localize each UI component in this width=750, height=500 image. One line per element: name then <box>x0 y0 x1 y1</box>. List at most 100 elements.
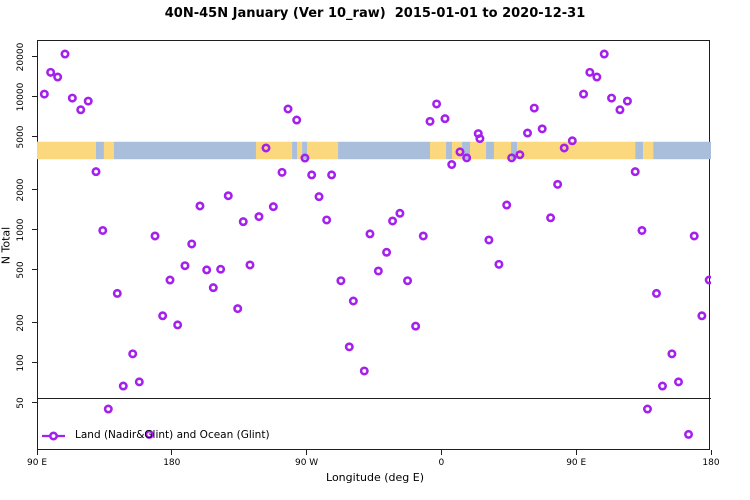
scatter-point <box>245 260 255 270</box>
x-tick-mark <box>171 450 173 455</box>
scatter-point <box>118 381 128 391</box>
plot-border <box>37 40 710 450</box>
scatter-point <box>418 231 428 241</box>
scatter-point <box>359 366 369 376</box>
map-band-land-segment <box>297 141 303 160</box>
plot-canvas <box>37 49 711 441</box>
x-tick-mark <box>36 450 38 455</box>
scatter-point <box>484 235 494 245</box>
scatter-point <box>585 67 595 77</box>
y-tick-label: 100 <box>16 354 26 372</box>
scatter-point <box>697 311 707 321</box>
scatter-point <box>507 153 517 163</box>
x-tick-mark <box>710 450 712 455</box>
scatter-point <box>223 191 233 201</box>
scatter-point <box>307 170 317 180</box>
map-band-ocean-segment <box>462 141 471 160</box>
scatter-point <box>53 72 63 82</box>
scatter-point <box>494 259 504 269</box>
scatter-point <box>300 153 310 163</box>
scatter-point <box>322 215 332 225</box>
scatter-point <box>128 349 138 359</box>
y-tick-label: 1000 <box>16 218 26 242</box>
x-tick-label: 90 E <box>27 458 47 468</box>
map-band-land-segment <box>470 141 487 160</box>
scatter-point <box>559 143 569 153</box>
legend-label: Land (Nadir&Glint) and Ocean (Glint) <box>75 429 270 441</box>
x-axis-label: Longitude (deg E) <box>326 471 424 484</box>
scatter-point <box>515 150 525 160</box>
scatter-point <box>579 89 589 99</box>
x-tick-label: 90 W <box>294 458 319 468</box>
scatter-point <box>195 201 205 211</box>
map-band-land-segment <box>493 141 512 160</box>
scatter-point <box>529 103 539 113</box>
scatter-point <box>277 167 287 177</box>
map-band-ocean-segment <box>96 141 104 160</box>
scatter-point <box>208 283 218 293</box>
map-band-ocean-segment <box>338 141 431 160</box>
scatter-point <box>455 147 465 157</box>
y-tick-mark <box>32 362 37 364</box>
y-tick-label: 500 <box>16 261 26 279</box>
scatter-point <box>112 288 122 298</box>
map-band-ocean-segment <box>486 141 494 160</box>
scatter-point <box>165 275 175 285</box>
y-tick-label: 2000 <box>16 178 26 202</box>
y-tick-label: 10000 <box>16 82 26 112</box>
y-tick-label: 200 <box>16 314 26 332</box>
y-tick-label: 5000 <box>16 125 26 149</box>
y-tick-mark <box>32 229 37 231</box>
map-band-land-segment <box>37 141 97 160</box>
scatter-point <box>327 170 337 180</box>
map-band-ocean-segment <box>653 141 711 160</box>
scatter-point <box>537 124 547 134</box>
map-band-land-segment <box>643 141 654 160</box>
scatter-point <box>187 239 197 249</box>
scatter-point <box>373 266 383 276</box>
scatter-point <box>622 96 632 106</box>
scatter-point <box>254 212 264 222</box>
scatter-point <box>599 49 609 59</box>
scatter-point <box>592 72 602 82</box>
y-tick-mark <box>32 136 37 138</box>
scatter-point <box>292 115 302 125</box>
x-tick-mark <box>440 450 442 455</box>
scatter-point <box>365 229 375 239</box>
scatter-point <box>158 311 168 321</box>
scatter-point <box>283 104 293 114</box>
y-tick-label: 50 <box>16 397 26 409</box>
y-axis-label: N Total <box>0 226 13 265</box>
scatter-point <box>630 167 640 177</box>
scatter-point <box>67 93 77 103</box>
scatter-point <box>39 89 49 99</box>
scatter-point <box>238 217 248 227</box>
y-tick-mark <box>32 56 37 58</box>
map-band-land-segment <box>307 141 339 160</box>
scatter-point <box>462 153 472 163</box>
x-tick-label: 0 <box>438 458 445 468</box>
scatter-point <box>425 116 435 126</box>
scatter-point <box>704 275 711 285</box>
chart-title: 40N-45N January (Ver 10_raw) 2015-01-01 … <box>164 6 586 21</box>
scatter-point <box>83 96 93 106</box>
scatter-point <box>411 321 421 331</box>
map-band-land-segment <box>103 141 114 160</box>
y-tick-mark <box>32 402 37 404</box>
map-band-land-segment <box>517 141 636 160</box>
x-tick-label: 90 E <box>566 458 587 468</box>
scatter-point <box>403 276 413 286</box>
x-tick-mark <box>306 450 308 455</box>
scatter-point <box>615 105 625 115</box>
scatter-point <box>173 320 183 330</box>
scatter-point <box>684 429 694 439</box>
scatter-point <box>98 225 108 235</box>
scatter-point <box>144 429 154 439</box>
map-band-ocean-segment <box>292 141 298 160</box>
scatter-point <box>268 202 278 212</box>
scatter-point <box>395 208 405 218</box>
scatter-point <box>103 404 113 414</box>
map-band-ocean-segment <box>635 141 644 160</box>
map-band-ocean-segment <box>446 141 453 160</box>
